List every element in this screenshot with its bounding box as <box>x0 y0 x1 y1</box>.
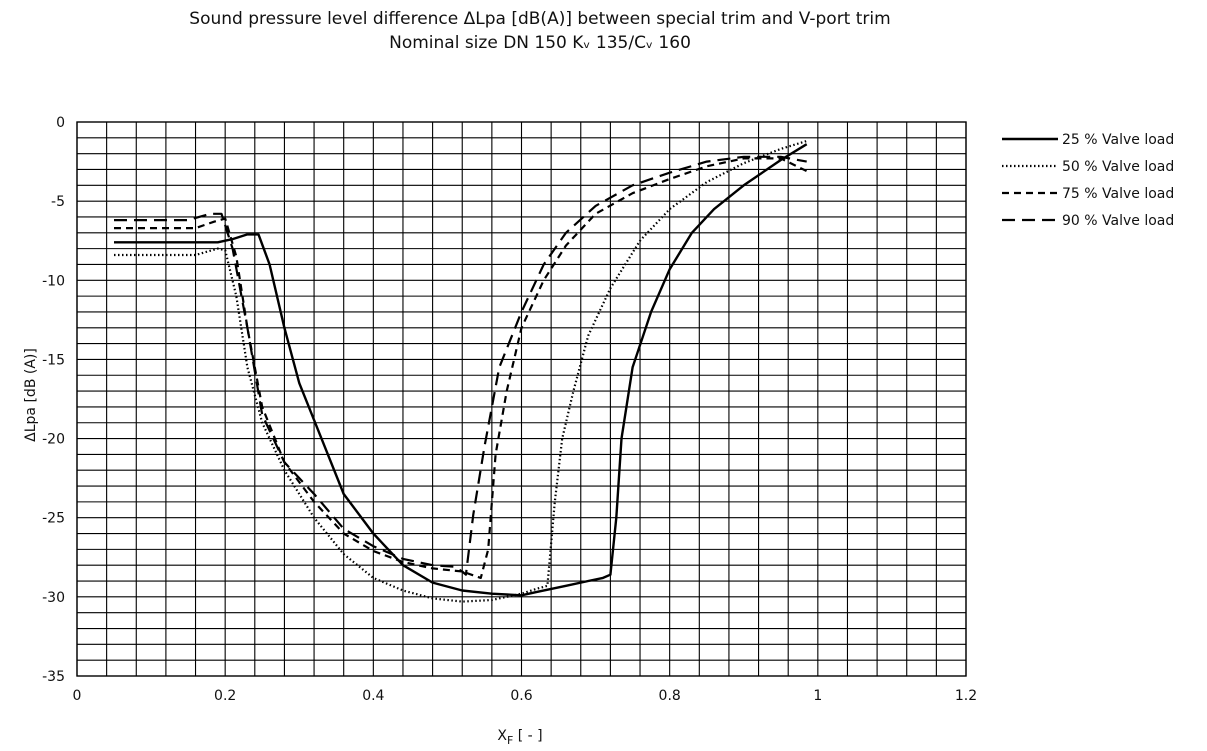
y-tick-label: -35 <box>42 669 65 685</box>
x-tick-label: 1 <box>813 688 822 704</box>
legend: 25 % Valve load 50 % Valve load 75 % Valve… <box>1002 132 1174 229</box>
chart-title: Sound pressure level difference ΔLpa [dB… <box>189 9 891 29</box>
x-tick-label: 0.4 <box>362 688 384 704</box>
y-tick-label: -10 <box>42 273 65 289</box>
x-axis-label: XF [ - ] <box>497 728 542 747</box>
y-tick-label: 0 <box>56 115 65 131</box>
grid <box>76 121 967 677</box>
series-line-3 <box>114 157 808 579</box>
y-tick-label: -5 <box>51 194 65 210</box>
series-layer <box>114 139 808 603</box>
chart-subtitle: Nominal size DN 150 Kᵥ 135/Cᵥ 160 <box>389 33 691 53</box>
y-axis-label: ΔLpa [dB (A)] <box>23 348 39 442</box>
legend-label: 50 % Valve load <box>1062 159 1174 175</box>
x-tick-label: 0.6 <box>510 688 532 704</box>
series-line-4 <box>114 155 807 576</box>
x-tick-label: 0.2 <box>214 688 236 704</box>
x-tick-label: 0.8 <box>659 688 681 704</box>
x-tick-label: 0 <box>73 688 82 704</box>
x-axis-label-suffix: [ - ] <box>513 728 542 744</box>
series-line-2 <box>114 139 808 603</box>
series-line-1 <box>114 143 808 597</box>
plot-border <box>76 121 967 677</box>
y-tick-label: -15 <box>42 352 65 368</box>
legend-label: 90 % Valve load <box>1062 213 1174 229</box>
x-tick-label: 1.2 <box>955 688 977 704</box>
y-tick-label: -30 <box>42 590 65 606</box>
legend-label: 75 % Valve load <box>1062 186 1174 202</box>
legend-label: 25 % Valve load <box>1062 132 1174 148</box>
x-axis-label-subscript: F <box>507 734 513 747</box>
tick-labels: 0 0.2 0.4 0.6 0.8 1 1.2 0 -5 -10 -15 -20 -25 -30 -35 <box>42 115 977 704</box>
y-tick-label: -25 <box>42 511 65 527</box>
x-axis-label-main: X <box>497 728 507 744</box>
y-tick-label: -20 <box>42 432 65 448</box>
